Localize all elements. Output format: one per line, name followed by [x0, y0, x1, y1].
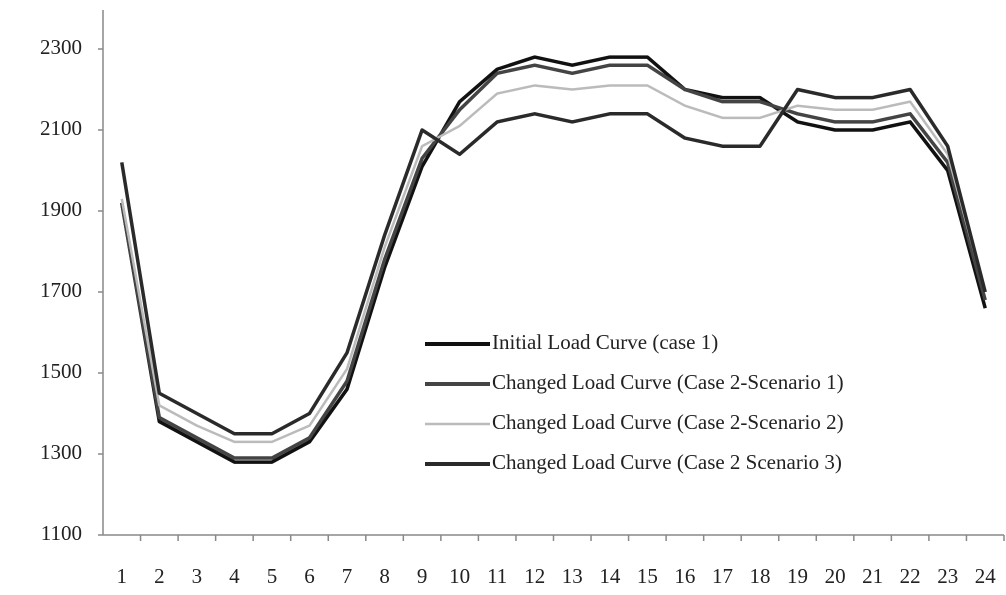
x-tick-label: 9 — [417, 564, 428, 588]
legend-label: Initial Load Curve (case 1) — [492, 330, 718, 354]
series-line — [120, 63, 987, 460]
y-tick-label: 1100 — [41, 521, 82, 545]
x-tick-label: 2 — [154, 564, 165, 588]
x-tick-label: 8 — [379, 564, 390, 588]
legend-label: Changed Load Curve (Case 2 Scenario 3) — [492, 450, 842, 474]
x-tick-label: 7 — [342, 564, 353, 588]
x-tick-label: 5 — [267, 564, 278, 588]
legend-label: Changed Load Curve (Case 2-Scenario 1) — [492, 370, 844, 394]
x-tick-label: 10 — [449, 564, 470, 588]
x-tick-label: 6 — [304, 564, 315, 588]
y-tick-label: 1700 — [40, 278, 82, 302]
x-tick-label: 1 — [117, 564, 128, 588]
x-tick-label: 12 — [524, 564, 545, 588]
series-line — [120, 55, 987, 464]
x-tick-label: 20 — [825, 564, 846, 588]
x-tick-label: 17 — [712, 564, 733, 588]
y-tick-label: 2100 — [40, 116, 82, 140]
x-tick-label: 13 — [562, 564, 583, 588]
y-tick-label: 1300 — [40, 440, 82, 464]
x-tick-label: 22 — [900, 564, 921, 588]
x-tick-label: 4 — [229, 564, 240, 588]
x-tick-label: 14 — [599, 564, 621, 588]
series-line — [120, 87, 987, 436]
legend-label: Changed Load Curve (Case 2-Scenario 2) — [492, 410, 844, 434]
x-tick-label: 16 — [674, 564, 695, 588]
y-tick-label: 2300 — [40, 35, 82, 59]
x-tick-label: 24 — [975, 564, 997, 588]
x-tick-label: 3 — [192, 564, 203, 588]
x-tick-label: 23 — [937, 564, 958, 588]
x-tick-label: 15 — [637, 564, 658, 588]
x-tick-label: 18 — [749, 564, 770, 588]
series-line — [120, 84, 987, 444]
x-tick-label: 11 — [487, 564, 507, 588]
x-tick-label: 19 — [787, 564, 808, 588]
y-tick-label: 1500 — [40, 359, 82, 383]
y-tick-label: 1900 — [40, 197, 82, 221]
x-tick-label: 21 — [862, 564, 883, 588]
